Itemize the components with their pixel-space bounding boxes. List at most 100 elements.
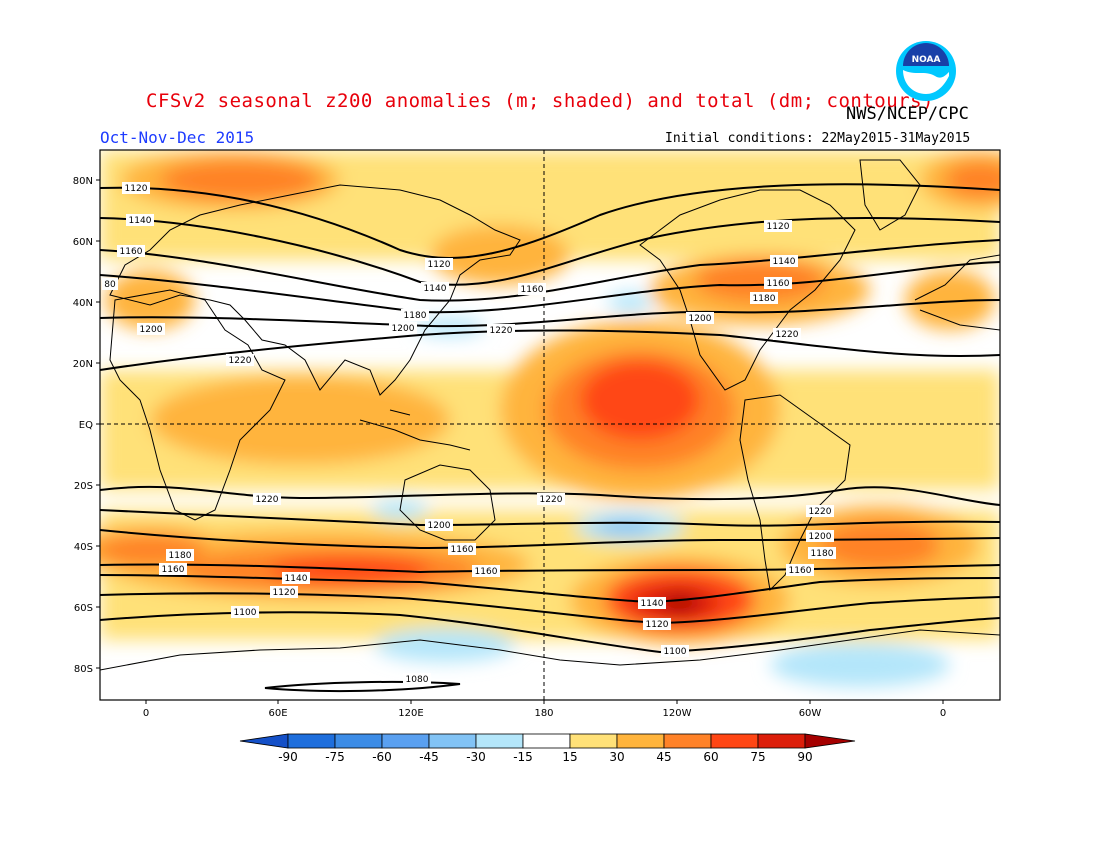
contour-1140-sh [100, 574, 1000, 604]
svg-text:1160: 1160 [767, 279, 790, 289]
season-label: Oct-Nov-Dec 2015 [100, 128, 255, 147]
svg-text:1140: 1140 [424, 284, 447, 294]
svg-text:80: 80 [104, 280, 116, 290]
lon-tick-label: 120W [663, 708, 692, 719]
contour-1100-sh [100, 611, 1000, 654]
svg-text:1080: 1080 [406, 675, 429, 685]
colorbar-segment [381, 733, 430, 749]
svg-text:1200: 1200 [689, 314, 712, 324]
contour-1220-nh [100, 329, 1000, 371]
colorbar-segment [569, 733, 618, 749]
svg-text:1140: 1140 [773, 257, 796, 267]
contour-label: 1180 [166, 549, 194, 561]
contour-label: 1120 [425, 258, 453, 270]
lon-tick-label: 60W [799, 708, 822, 719]
contour-label: 1100 [231, 606, 259, 618]
contour-label: 1180 [401, 309, 429, 321]
lat-tick-label: 20S [74, 481, 93, 492]
coast-south-america [739, 394, 851, 592]
colorbar-segment [710, 733, 759, 749]
svg-text:1220: 1220 [809, 507, 832, 517]
colorbar-label: 60 [703, 750, 718, 764]
lat-tick-label: 80N [73, 176, 93, 187]
contour-label: 1220 [806, 505, 834, 517]
contour-label: 1160 [159, 563, 187, 575]
contour-label: 1120 [122, 182, 150, 194]
lon-tick-label: 120E [398, 708, 423, 719]
svg-text:1220: 1220 [540, 495, 563, 505]
colorbar-segment [522, 733, 571, 749]
contour-label: 1160 [518, 283, 546, 295]
contour-label: 1160 [786, 564, 814, 576]
svg-text:1200: 1200 [809, 532, 832, 542]
contour-label: 1120 [643, 618, 671, 630]
contour-label: 1220 [773, 328, 801, 340]
svg-text:1220: 1220 [256, 495, 279, 505]
svg-text:1180: 1180 [169, 551, 192, 561]
lat-tick-label: EQ [79, 420, 93, 431]
lat-tick-label: 40S [74, 542, 93, 553]
contour-label: 1180 [808, 547, 836, 559]
svg-text:1160: 1160 [475, 567, 498, 577]
colorbar-segment [287, 733, 336, 749]
coast-indonesia [359, 409, 471, 451]
svg-text:1140: 1140 [285, 574, 308, 584]
height-contours [100, 183, 1000, 693]
svg-text:1200: 1200 [392, 324, 415, 334]
contour-1080 [264, 680, 461, 693]
lat-tick-label: 60S [74, 603, 93, 614]
svg-text:1120: 1120 [646, 620, 669, 630]
svg-text:1100: 1100 [664, 647, 687, 657]
lat-tick-label: 80S [74, 664, 93, 675]
contour-label: 1120 [764, 220, 792, 232]
contour-1200-nh [100, 299, 1000, 328]
coast-greenland [859, 159, 921, 231]
contour-label: 1200 [137, 323, 165, 335]
colorbar-label: -90 [278, 750, 298, 764]
colorbar-label: -60 [372, 750, 392, 764]
contour-label: 1220 [253, 493, 281, 505]
contour-label: 1200 [389, 322, 417, 334]
contour-1220-sh [100, 485, 1000, 506]
contour-label: 1120 [270, 586, 298, 598]
colorbar-label: 90 [797, 750, 812, 764]
contour-1140-nh [100, 216, 1000, 286]
contour-label: 1180 [750, 292, 778, 304]
svg-text:1180: 1180 [404, 311, 427, 321]
colorbar-label: -15 [513, 750, 533, 764]
colorbar-label: -45 [419, 750, 439, 764]
contour-label: 1140 [638, 597, 666, 609]
svg-text:1120: 1120 [767, 222, 790, 232]
colorbar-under-arrow [239, 733, 289, 749]
svg-text:1220: 1220 [776, 330, 799, 340]
noaa-logo: NOAA [896, 41, 956, 101]
svg-text:1100: 1100 [234, 608, 257, 618]
contour-1160-sh [100, 563, 1000, 574]
colorbar-segment [475, 733, 524, 749]
longitude-axis: 0 60E 120E 180 120W 60W 0 [143, 700, 946, 719]
svg-text:1140: 1140 [129, 216, 152, 226]
svg-text:1140: 1140 [641, 599, 664, 609]
colorbar-label: -30 [466, 750, 486, 764]
colorbar-over-arrow [804, 733, 856, 749]
lon-tick-label: 0 [143, 708, 149, 719]
coast-australia [399, 464, 496, 541]
contour-label: 1080 [403, 673, 431, 685]
contour-label: 1220 [537, 493, 565, 505]
contour-label: 1160 [448, 543, 476, 555]
svg-text:1160: 1160 [521, 285, 544, 295]
colorbar-segment [663, 733, 712, 749]
lat-tick-label: 60N [73, 237, 93, 248]
contour-1180-nh [100, 261, 1000, 314]
svg-text:1180: 1180 [753, 294, 776, 304]
latitude-axis: 80N 60N 40N 20N EQ 20S 40S 60S 80S [73, 176, 100, 675]
initial-conditions-label: Initial conditions: 22May2015-31May2015 [665, 131, 971, 146]
contour-label: 1200 [686, 312, 714, 324]
coast-europe-east [914, 254, 1000, 331]
svg-text:1200: 1200 [428, 521, 451, 531]
contour-label: 1140 [282, 572, 310, 584]
svg-text:1160: 1160 [162, 565, 185, 575]
contour-label: 1140 [421, 282, 449, 294]
lat-tick-label: 40N [73, 298, 93, 309]
contour-label-group: 1120 1140 1160 80 1200 1220 1120 1140 11… [102, 182, 836, 685]
